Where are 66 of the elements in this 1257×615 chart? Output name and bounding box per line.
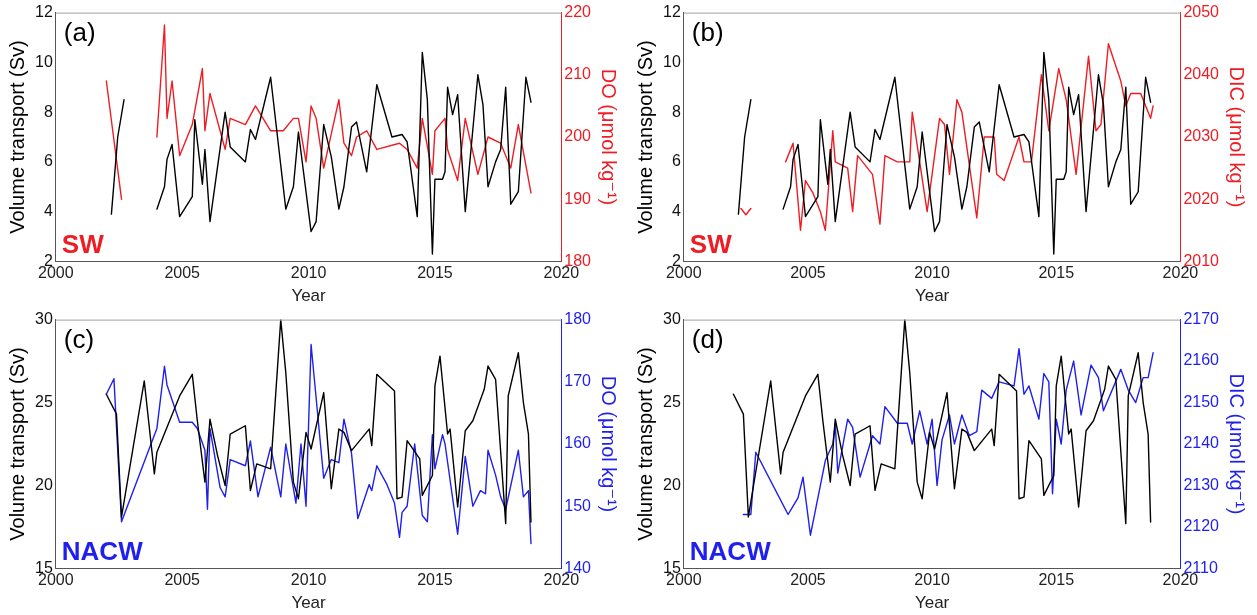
y-tick-label: 10 bbox=[35, 52, 53, 70]
y-tick-label: 4 bbox=[43, 202, 53, 220]
y-tick-label: 6 bbox=[671, 152, 681, 170]
y2-tick-label: 2130 bbox=[1183, 475, 1220, 493]
y-tick-label: 25 bbox=[35, 392, 53, 410]
y2-axis-title: DIC (μmol kg⁻¹) bbox=[1226, 66, 1249, 208]
x-axis-title: Year bbox=[291, 593, 327, 613]
y2-axis-title: DO (μmol kg⁻¹) bbox=[598, 68, 621, 206]
y-tick-label: 4 bbox=[671, 202, 681, 220]
y2-tick-label: 210 bbox=[564, 65, 592, 83]
y2-tick-label: 2140 bbox=[1183, 434, 1220, 452]
y2-axis-title: DO (μmol kg⁻¹) bbox=[598, 375, 621, 513]
annotation: (b) bbox=[691, 16, 724, 47]
y-tick-label: 8 bbox=[43, 102, 53, 120]
y2-tick-label: 220 bbox=[564, 3, 592, 21]
y-tick-label: 20 bbox=[663, 475, 681, 493]
y-tick-label: 25 bbox=[663, 392, 681, 410]
y-tick-label: 12 bbox=[35, 3, 53, 21]
y-tick-label: 8 bbox=[671, 102, 681, 120]
x-tick-label: 2015 bbox=[1038, 571, 1075, 589]
x-tick-label: 2010 bbox=[290, 264, 327, 282]
x-tick-label: 2015 bbox=[417, 571, 453, 589]
y2-tick-label: 2020 bbox=[1183, 189, 1220, 207]
y2-tick-label: 2170 bbox=[1183, 310, 1220, 328]
x-axis-title: Year bbox=[914, 593, 950, 613]
x-tick-label: 2010 bbox=[914, 571, 950, 589]
y-tick-label: 10 bbox=[663, 52, 681, 70]
annotation: (a) bbox=[63, 16, 96, 47]
y2-tick-label: 170 bbox=[564, 372, 592, 390]
y-tick-label: 30 bbox=[663, 310, 681, 328]
x-tick-label: 2015 bbox=[417, 264, 453, 282]
x-tick-label: 2010 bbox=[290, 571, 327, 589]
y2-tick-label: 2040 bbox=[1183, 65, 1220, 83]
annotation: (d) bbox=[691, 323, 724, 354]
annotation: NACW bbox=[61, 535, 144, 566]
y-axis-title: Volume transport (Sv) bbox=[5, 347, 28, 541]
y-tick-label: 6 bbox=[43, 152, 53, 170]
x-tick-label: 2010 bbox=[914, 264, 950, 282]
y-tick-label: 20 bbox=[35, 475, 53, 493]
y-tick-label: 30 bbox=[35, 310, 53, 328]
annotation: (c) bbox=[63, 323, 95, 354]
y2-tick-label: 2050 bbox=[1183, 3, 1220, 21]
x-tick-label: 2015 bbox=[1038, 264, 1075, 282]
y2-tick-label: 200 bbox=[564, 127, 592, 145]
y2-tick-label: 2030 bbox=[1183, 127, 1220, 145]
y-axis-title: Volume transport (Sv) bbox=[633, 347, 656, 541]
y2-tick-label: 2120 bbox=[1183, 517, 1220, 535]
x-tick-label: 2005 bbox=[164, 571, 201, 589]
x-tick-label: 2005 bbox=[790, 264, 826, 282]
y2-tick-label: 2160 bbox=[1183, 351, 1220, 369]
x-tick-label: 2005 bbox=[164, 264, 201, 282]
y2-tick-label: 150 bbox=[564, 496, 592, 514]
y-tick-label: 12 bbox=[663, 3, 681, 21]
y2-tick-label: 160 bbox=[564, 434, 592, 452]
y-axis-title: Volume transport (Sv) bbox=[633, 40, 656, 234]
annotation: SW bbox=[61, 228, 105, 259]
x-axis-title: Year bbox=[914, 286, 950, 306]
y-axis-title: Volume transport (Sv) bbox=[5, 40, 28, 234]
x-tick-label: 2005 bbox=[790, 571, 826, 589]
y2-axis-title: DIC (μmol kg⁻¹) bbox=[1226, 373, 1249, 515]
y2-tick-label: 180 bbox=[564, 310, 592, 328]
y2-tick-label: 2150 bbox=[1183, 392, 1220, 410]
x-axis-title: Year bbox=[291, 286, 327, 306]
annotation: NACW bbox=[689, 535, 772, 566]
annotation: SW bbox=[689, 228, 733, 259]
y2-tick-label: 190 bbox=[564, 189, 592, 207]
